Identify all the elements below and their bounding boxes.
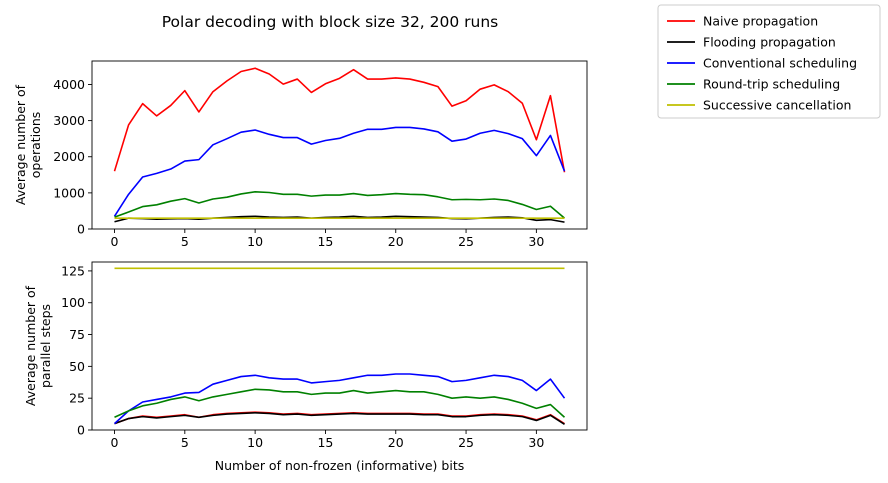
top-y-tick-label: 1000 [53,185,85,200]
top-x-tick-label: 25 [458,234,474,249]
top-y-tick-label: 2000 [53,149,85,164]
legend-entry: Flooding propagation [703,35,836,50]
top-y-tick-label: 3000 [53,113,85,128]
bottom-x-tick-label: 5 [181,435,189,450]
top-x-tick-label: 5 [181,234,189,249]
top-y-axis-label: Average number ofoperations [13,84,43,205]
bottom-y-tick-label: 75 [69,327,85,342]
legend-box [657,4,881,119]
bottom-y-tick-label: 25 [69,391,85,406]
bottom-plot: 0 5 10 15 20 25 30 0 25 50 75 100 125 Average number … [23,261,588,473]
legend-entry: Successive cancellation [703,98,851,113]
bottom-x-tick-label: 30 [528,435,544,450]
bottom-x-tick-label: 20 [388,435,404,450]
bottom-y-axis-label: Average number ofparallel steps [23,285,53,406]
legend-entry: Naive propagation [703,14,818,29]
bottom-series-round-trip-scheduling [114,388,566,418]
bottom-x-tick-label: 25 [458,435,474,450]
chart-title: Polar decoding with block size 32, 200 r… [162,13,499,31]
top-axes-frame [91,60,588,230]
top-x-tick-label: 30 [528,234,544,249]
bottom-y-tick-label: 50 [69,359,85,374]
top-series-round-trip-scheduling [114,190,566,219]
legend-entry: Conventional scheduling [703,56,857,71]
bottom-series-flooding-propagation [114,412,565,425]
legend: Naive propagation Flooding propagation Con… [657,4,881,119]
top-y-tick-label: 0 [77,222,85,237]
top-x-tick-label: 10 [247,234,263,249]
bottom-x-tick-label: 10 [247,435,263,450]
top-series-conventional-scheduling [113,126,566,217]
legend-entry: Round-trip scheduling [703,77,840,92]
top-series-flooding-propagation [114,215,565,223]
bottom-y-tick-label: 0 [77,423,85,438]
bottom-series-conventional-scheduling [113,373,566,425]
top-series-naive-propagation [113,67,566,173]
bottom-y-tick-label: 125 [61,263,85,278]
bottom-x-tick-label: 15 [317,435,333,450]
bottom-x-axis-label: Number of non-frozen (informative) bits [215,458,464,473]
bottom-x-tick-label: 0 [111,435,119,450]
bottom-y-tick-label: 100 [61,295,85,310]
top-x-tick-label: 0 [111,234,119,249]
top-plot: 0 5 10 15 20 25 30 0 1000 2000 3000 4000 Average num… [13,60,588,249]
bottom-axes-frame [91,261,588,431]
top-x-tick-label: 15 [317,234,333,249]
top-x-tick-label: 20 [388,234,404,249]
top-y-tick-label: 4000 [53,77,85,92]
